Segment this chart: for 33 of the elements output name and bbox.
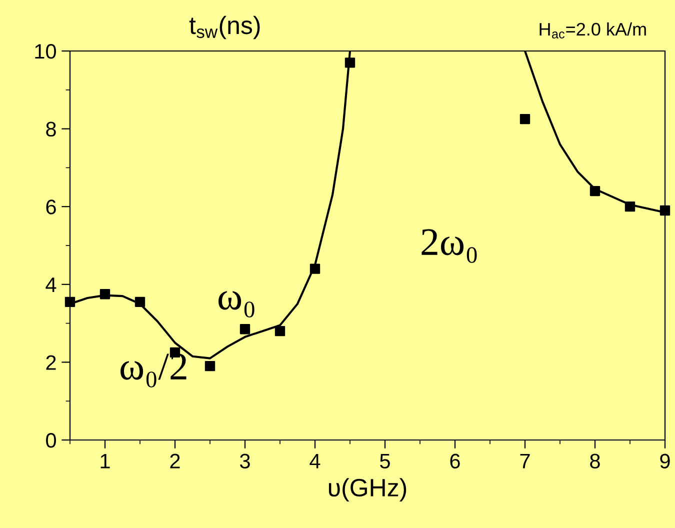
x-tick-label: 3 bbox=[240, 454, 250, 468]
annotation: 2ω₀ bbox=[422, 229, 477, 263]
point bbox=[344, 58, 356, 68]
y-tick-label: 2 bbox=[46, 355, 56, 370]
point bbox=[204, 361, 216, 372]
x-tick-label: 6 bbox=[450, 454, 460, 468]
y-tick-label: 6 bbox=[46, 200, 56, 214]
point bbox=[134, 296, 146, 307]
point bbox=[310, 264, 320, 274]
x-axis-title: υ(GHz) bbox=[328, 478, 406, 502]
point bbox=[100, 289, 110, 300]
x-tick-label: 2 bbox=[170, 454, 180, 468]
annotation: ω₀/2 bbox=[120, 354, 186, 388]
x-tick-label: 7 bbox=[520, 454, 530, 468]
point bbox=[240, 324, 250, 334]
point bbox=[520, 114, 530, 124]
x-tick-label: 4 bbox=[310, 454, 320, 468]
y-tick-label: 10 bbox=[35, 44, 56, 59]
x-tick-label: 8 bbox=[590, 454, 600, 468]
y-tick-label: 8 bbox=[46, 122, 56, 137]
annotation: ω₀ bbox=[218, 291, 254, 318]
point bbox=[274, 326, 286, 336]
x-tick-label: 9 bbox=[660, 454, 670, 468]
y-tick-label: 4 bbox=[46, 278, 56, 292]
point bbox=[624, 202, 636, 212]
point bbox=[64, 296, 76, 307]
x-tick-label: 5 bbox=[380, 454, 390, 468]
point bbox=[590, 186, 600, 196]
text: H$_{ac}$=2.0 kA/m bbox=[540, 22, 646, 38]
y-tick-label: 0 bbox=[46, 433, 56, 448]
y-axis-title: t$_{sw}$(ns) bbox=[189, 16, 260, 40]
point bbox=[660, 205, 670, 216]
x-tick-label: 1 bbox=[100, 454, 110, 468]
